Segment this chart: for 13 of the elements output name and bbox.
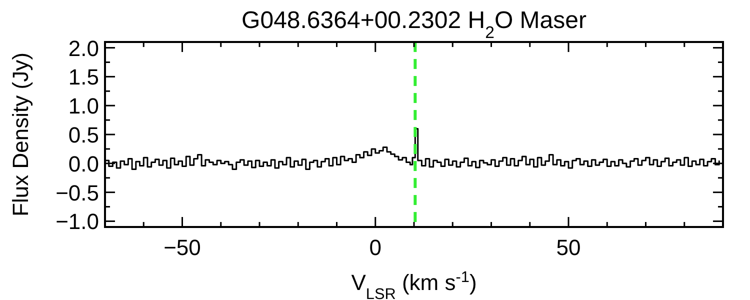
x-tick-label: −50 [164, 235, 201, 260]
x-tick-label: 50 [556, 235, 581, 260]
y-tick-label: 0.5 [68, 122, 99, 148]
x-axis-title: V$_{LSR}$ (km s$^{-1}$) [351, 268, 477, 300]
x-tick-label: 0 [369, 235, 382, 260]
y-tick-label: 1.0 [68, 94, 99, 119]
chart-title: G048.6364+00.2302 H$_{2}$O Maser [242, 7, 586, 42]
y-tick-label: −0.5 [56, 180, 99, 206]
y-tick-label: 1.5 [68, 64, 99, 90]
y-axis-title: Flux Density (Jy) [8, 52, 33, 216]
y-tick-label: 2.0 [68, 36, 99, 61]
y-tick-label: −1.0 [56, 209, 99, 234]
y-tick-label: 0.0 [68, 151, 99, 176]
